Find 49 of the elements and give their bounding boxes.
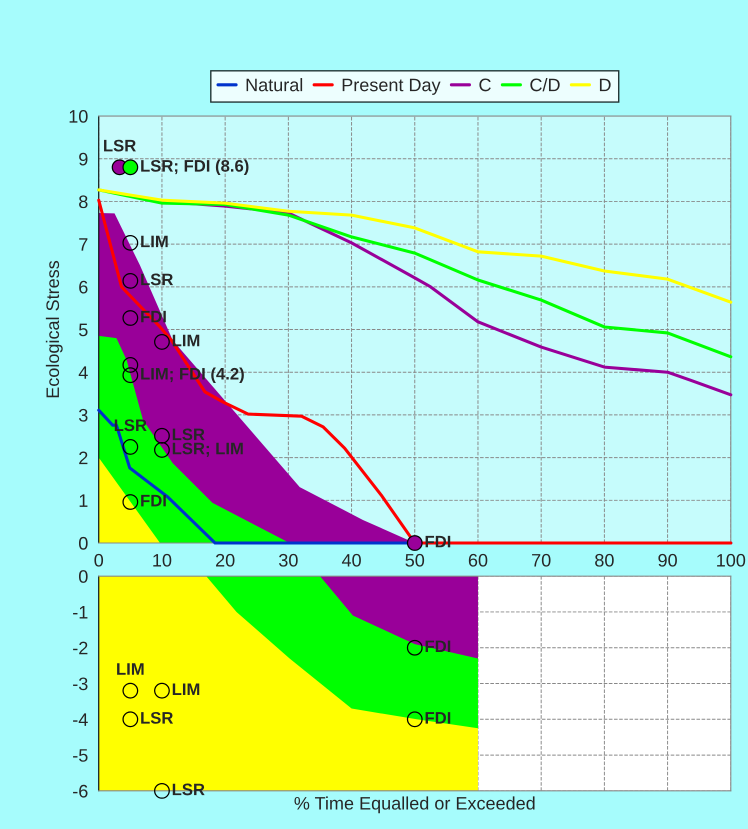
annotation: LIM bbox=[172, 334, 200, 346]
y-tick-label: 6 bbox=[79, 280, 88, 294]
x-tick-label: 20 bbox=[216, 554, 234, 567]
x-tick-label: 0 bbox=[94, 554, 104, 567]
y-tick-label: 0 bbox=[78, 570, 88, 583]
y-axis-title: Ecological Stress bbox=[46, 260, 63, 398]
annotation: FDI bbox=[426, 712, 450, 724]
annotation: FDI bbox=[141, 494, 166, 506]
annotation: LIM bbox=[172, 684, 200, 695]
x-tick-label: 70 bbox=[532, 554, 551, 567]
y-tick-label: 9 bbox=[79, 152, 88, 166]
y-tick-label: 4 bbox=[78, 366, 88, 379]
y-tick-label: 5 bbox=[79, 324, 88, 336]
annotation: LIM bbox=[117, 663, 144, 675]
y-tick-label: 2 bbox=[79, 452, 88, 464]
x-tick-label: 30 bbox=[279, 554, 298, 567]
legend-label: D bbox=[600, 78, 611, 92]
y-tick-label: 0 bbox=[78, 536, 88, 550]
annotation: LSR bbox=[172, 428, 205, 440]
y-tick-label: 7 bbox=[79, 238, 88, 251]
y-tick-label: 10 bbox=[70, 110, 88, 123]
y-tick-label: 3 bbox=[78, 408, 88, 422]
x-tick-label: 80 bbox=[595, 554, 614, 567]
annotation: LIM bbox=[141, 236, 168, 248]
legend-label: C/D bbox=[530, 78, 560, 92]
annotation: LSR bbox=[141, 712, 174, 724]
x-tick-label: 60 bbox=[468, 554, 488, 567]
x-tick-label: 40 bbox=[342, 554, 361, 567]
annotation: LSR; FDI (8.6) bbox=[141, 160, 248, 176]
y-tick-label: -4 bbox=[73, 713, 88, 726]
legend-label: Present Day bbox=[342, 78, 441, 95]
y-tick-label: 1 bbox=[80, 494, 88, 507]
x-tick-label: 100 bbox=[717, 554, 746, 567]
y-tick-label: -3 bbox=[73, 677, 88, 690]
x-tick-label: 90 bbox=[658, 554, 677, 567]
legend-label: Natural bbox=[246, 78, 302, 92]
annotation: LSR bbox=[104, 140, 136, 152]
x-tick-label: 10 bbox=[153, 554, 172, 567]
legend-label: C bbox=[479, 78, 491, 92]
x-axis-title: % Time Equalled or Exceeded bbox=[294, 796, 535, 814]
annotation: FDI bbox=[426, 536, 450, 548]
x-tick-label: 50 bbox=[405, 554, 424, 567]
annotation: FDI bbox=[426, 640, 450, 652]
y-tick-label: -2 bbox=[73, 642, 88, 654]
y-tick-label: -5 bbox=[73, 749, 88, 762]
annotation: LSR; LIM bbox=[172, 442, 243, 457]
y-tick-label: -6 bbox=[73, 784, 88, 798]
y-tick-label: -1 bbox=[73, 606, 88, 618]
y-tick-label: 8 bbox=[79, 195, 88, 208]
